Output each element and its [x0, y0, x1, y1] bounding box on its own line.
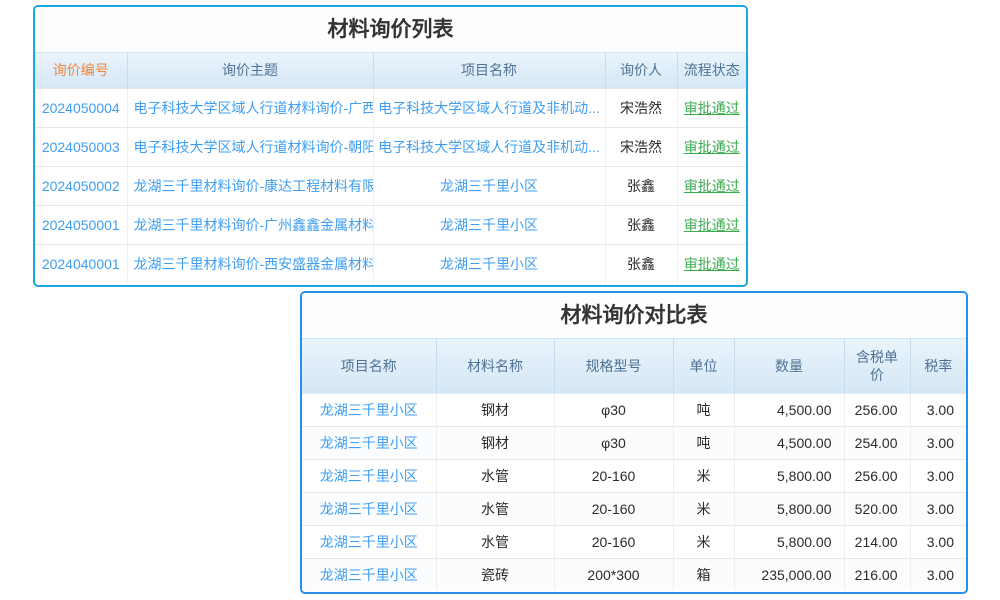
inquirer-name: 宋浩然 — [605, 126, 678, 166]
inquiry-no-link[interactable]: 2024040001 — [35, 243, 128, 283]
quantity: 5,800.00 — [734, 458, 845, 492]
table-row: 龙湖三千里小区 钢材 φ30 吨 4,500.00 254.00 3.00 — [302, 425, 966, 459]
material-name: 水管 — [436, 458, 555, 492]
col-header-quantity: 数量 — [734, 339, 845, 393]
table-row: 2024050002 龙湖三千里材料询价-康达工程材料有限... 龙湖三千里小区… — [35, 165, 746, 205]
tax-rate: 3.00 — [910, 491, 966, 525]
project-name-link[interactable]: 电子科技大学区域人行道及非机动... — [373, 126, 606, 166]
col-header-material-name: 材料名称 — [436, 339, 555, 393]
comparison-table: 项目名称 材料名称 规格型号 单位 数量 含税单价 税率 龙湖三千里小区 钢材 … — [302, 339, 966, 591]
project-name-link[interactable]: 龙湖三千里小区 — [302, 392, 437, 426]
project-name-link[interactable]: 龙湖三千里小区 — [373, 204, 606, 244]
spec-model: 20-160 — [554, 458, 674, 492]
project-name-link[interactable]: 龙湖三千里小区 — [302, 491, 437, 525]
spec-model: φ30 — [554, 392, 674, 426]
quantity: 5,800.00 — [734, 491, 845, 525]
project-name-link[interactable]: 龙湖三千里小区 — [373, 165, 606, 205]
table-row: 2024050001 龙湖三千里材料询价-广州鑫鑫金属材料... 龙湖三千里小区… — [35, 204, 746, 244]
inquiry-no-link[interactable]: 2024050003 — [35, 126, 128, 166]
inquiry-list-title: 材料询价列表 — [35, 7, 746, 53]
project-name-link[interactable]: 龙湖三千里小区 — [302, 557, 437, 591]
col-header-unit-price-with-tax: 含税单价 — [844, 339, 911, 393]
col-header-inquiry-no: 询价编号 — [35, 53, 128, 88]
col-header-project-name: 项目名称 — [373, 53, 606, 88]
table-row: 2024050004 电子科技大学区域人行道材料询价-广西... 电子科技大学区… — [35, 87, 746, 127]
comparison-table-panel: 材料询价对比表 项目名称 材料名称 规格型号 单位 数量 含税单价 税率 龙湖三… — [300, 291, 968, 594]
status-link[interactable]: 审批通过 — [677, 87, 746, 127]
tax-rate: 3.00 — [910, 557, 966, 591]
spec-model: 20-160 — [554, 524, 674, 558]
unit: 米 — [673, 524, 735, 558]
inquiry-subject-link[interactable]: 龙湖三千里材料询价-西安盛器金属材料... — [127, 243, 374, 283]
col-header-inquiry-subject: 询价主题 — [127, 53, 374, 88]
inquirer-name: 张鑫 — [605, 165, 678, 205]
material-name: 钢材 — [436, 425, 555, 459]
status-link[interactable]: 审批通过 — [677, 204, 746, 244]
col-header-inquirer: 询价人 — [605, 53, 678, 88]
inquiry-no-link[interactable]: 2024050002 — [35, 165, 128, 205]
unit: 吨 — [673, 392, 735, 426]
status-link[interactable]: 审批通过 — [677, 243, 746, 283]
quantity: 4,500.00 — [734, 392, 845, 426]
unit-price-with-tax: 256.00 — [844, 458, 911, 492]
comparison-table-title: 材料询价对比表 — [302, 293, 966, 339]
unit: 吨 — [673, 425, 735, 459]
material-name: 钢材 — [436, 392, 555, 426]
project-name-link[interactable]: 龙湖三千里小区 — [302, 458, 437, 492]
tax-rate: 3.00 — [910, 524, 966, 558]
project-name-link[interactable]: 龙湖三千里小区 — [302, 524, 437, 558]
inquiry-no-link[interactable]: 2024050001 — [35, 204, 128, 244]
inquirer-name: 宋浩然 — [605, 87, 678, 127]
tax-rate: 3.00 — [910, 425, 966, 459]
col-header-project-name: 项目名称 — [302, 339, 437, 393]
unit-price-with-tax: 520.00 — [844, 491, 911, 525]
col-header-spec-model: 规格型号 — [554, 339, 674, 393]
project-name-link[interactable]: 电子科技大学区域人行道及非机动... — [373, 87, 606, 127]
table-row: 龙湖三千里小区 水管 20-160 米 5,800.00 256.00 3.00 — [302, 458, 966, 492]
material-name: 水管 — [436, 491, 555, 525]
inquiry-subject-link[interactable]: 龙湖三千里材料询价-广州鑫鑫金属材料... — [127, 204, 374, 244]
material-name: 水管 — [436, 524, 555, 558]
tax-rate: 3.00 — [910, 392, 966, 426]
unit-price-with-tax: 214.00 — [844, 524, 911, 558]
inquiry-subject-link[interactable]: 龙湖三千里材料询价-康达工程材料有限... — [127, 165, 374, 205]
unit: 米 — [673, 458, 735, 492]
table-row: 2024050003 电子科技大学区域人行道材料询价-朝阳... 电子科技大学区… — [35, 126, 746, 166]
table-row: 龙湖三千里小区 瓷砖 200*300 箱 235,000.00 216.00 3… — [302, 557, 966, 591]
col-header-flow-status: 流程状态 — [677, 53, 746, 88]
unit-price-with-tax: 254.00 — [844, 425, 911, 459]
spec-model: φ30 — [554, 425, 674, 459]
table-row: 龙湖三千里小区 钢材 φ30 吨 4,500.00 256.00 3.00 — [302, 392, 966, 426]
comparison-header-row: 项目名称 材料名称 规格型号 单位 数量 含税单价 税率 — [302, 339, 966, 393]
inquiry-list-table: 询价编号 询价主题 项目名称 询价人 流程状态 2024050004 电子科技大… — [35, 53, 746, 283]
status-link[interactable]: 审批通过 — [677, 126, 746, 166]
project-name-link[interactable]: 龙湖三千里小区 — [302, 425, 437, 459]
table-row: 2024040001 龙湖三千里材料询价-西安盛器金属材料... 龙湖三千里小区… — [35, 243, 746, 283]
unit: 米 — [673, 491, 735, 525]
project-name-link[interactable]: 龙湖三千里小区 — [373, 243, 606, 283]
material-name: 瓷砖 — [436, 557, 555, 591]
quantity: 4,500.00 — [734, 425, 845, 459]
inquiry-no-link[interactable]: 2024050004 — [35, 87, 128, 127]
inquiry-subject-link[interactable]: 电子科技大学区域人行道材料询价-广西... — [127, 87, 374, 127]
quantity: 5,800.00 — [734, 524, 845, 558]
inquiry-list-panel: 材料询价列表 询价编号 询价主题 项目名称 询价人 流程状态 202405000… — [33, 5, 748, 287]
col-header-unit: 单位 — [673, 339, 735, 393]
col-header-tax-rate: 税率 — [910, 339, 966, 393]
unit-price-with-tax: 216.00 — [844, 557, 911, 591]
unit: 箱 — [673, 557, 735, 591]
table-row: 龙湖三千里小区 水管 20-160 米 5,800.00 520.00 3.00 — [302, 491, 966, 525]
table-row: 龙湖三千里小区 水管 20-160 米 5,800.00 214.00 3.00 — [302, 524, 966, 558]
unit-price-with-tax: 256.00 — [844, 392, 911, 426]
inquiry-subject-link[interactable]: 电子科技大学区域人行道材料询价-朝阳... — [127, 126, 374, 166]
quantity: 235,000.00 — [734, 557, 845, 591]
spec-model: 200*300 — [554, 557, 674, 591]
inquirer-name: 张鑫 — [605, 243, 678, 283]
inquirer-name: 张鑫 — [605, 204, 678, 244]
tax-rate: 3.00 — [910, 458, 966, 492]
spec-model: 20-160 — [554, 491, 674, 525]
status-link[interactable]: 审批通过 — [677, 165, 746, 205]
inquiry-list-header-row: 询价编号 询价主题 项目名称 询价人 流程状态 — [35, 53, 746, 88]
